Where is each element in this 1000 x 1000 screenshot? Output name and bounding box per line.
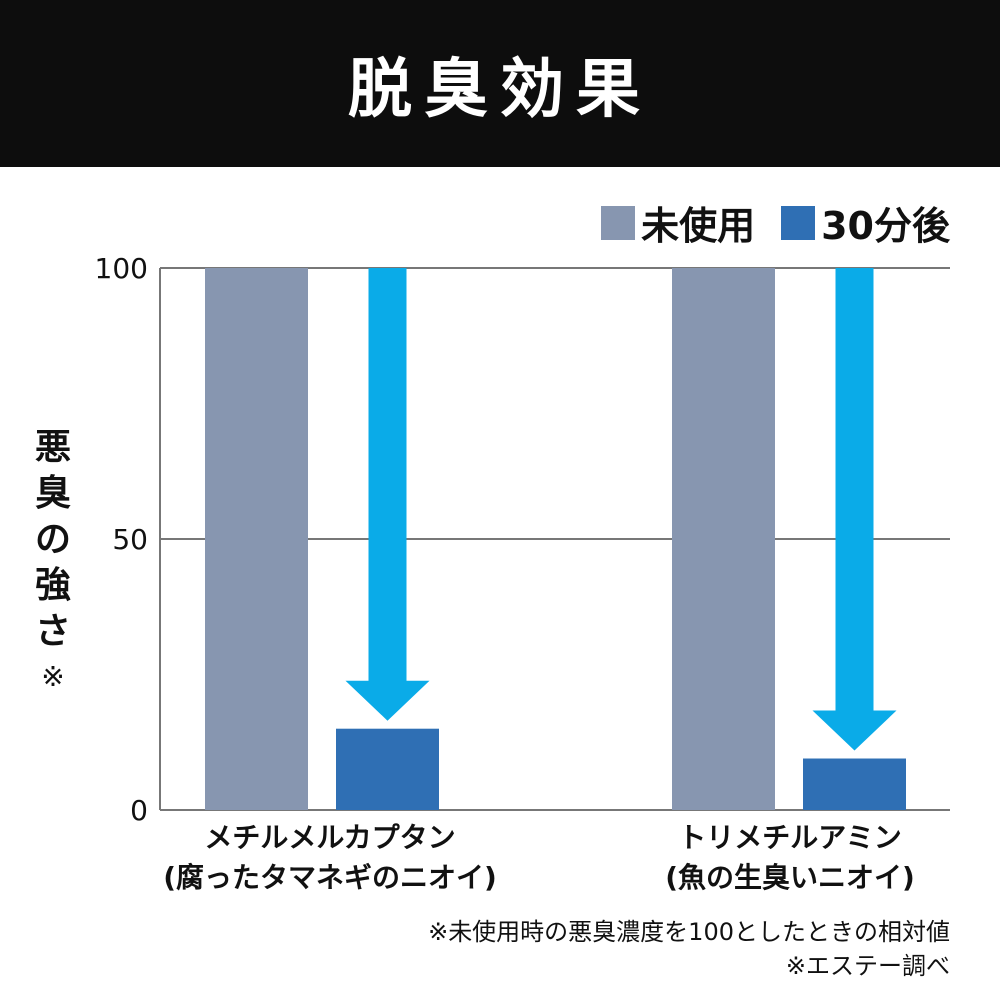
footnotes: ※未使用時の悪臭濃度を100としたときの相対値 ※エステー調べ (428, 915, 950, 983)
legend-item-before: 未使用 (601, 195, 755, 250)
y-axis-label-char: の (34, 519, 71, 560)
y-axis-label-note-mark: ※ (41, 660, 65, 693)
bar-before (205, 268, 308, 810)
chart-legend: 未使用 30分後 (575, 195, 950, 250)
page-title: 脱臭効果 (348, 52, 652, 127)
x-category-sub: (魚の生臭いニオイ) (665, 861, 915, 894)
footnote-source: ※エステー調べ (785, 952, 950, 980)
y-axis-label-char: 強 (34, 565, 71, 606)
x-category-name: メチルメルカプタン (204, 821, 456, 854)
y-axis-label-char: 臭 (34, 473, 71, 514)
legend-label-after: 30分後 (821, 204, 950, 248)
reduction-arrow (812, 268, 897, 751)
legend-swatch-after (781, 205, 816, 240)
y-tick-label: 100 (95, 252, 148, 285)
y-axis-label: 悪 臭 の 強 さ ※ (28, 425, 78, 697)
bar-before (672, 268, 775, 810)
legend-item-after: 30分後 (781, 195, 950, 250)
reduction-arrow (345, 268, 430, 721)
bar-after (336, 728, 439, 810)
x-category-sub: (腐ったタマネギのニオイ) (163, 861, 497, 894)
x-category-label-0: メチルメルカプタン (腐ったタマネギのニオイ) (140, 818, 520, 898)
x-category-name: トリメチルアミン (678, 821, 902, 854)
header-bar: 脱臭効果 (0, 0, 1000, 167)
y-axis-label-char: 悪 (34, 427, 71, 468)
footnote-relative: ※未使用時の悪臭濃度を100としたときの相対値 (428, 918, 950, 946)
legend-swatch-before (601, 205, 636, 240)
x-category-label-1: トリメチルアミン (魚の生臭いニオイ) (600, 818, 980, 898)
y-tick-label: 50 (112, 523, 148, 556)
y-axis-label-char: さ (34, 611, 71, 652)
bar-after (803, 758, 906, 810)
y-tick-label: 0 (130, 794, 148, 827)
legend-label-before: 未使用 (641, 204, 756, 248)
